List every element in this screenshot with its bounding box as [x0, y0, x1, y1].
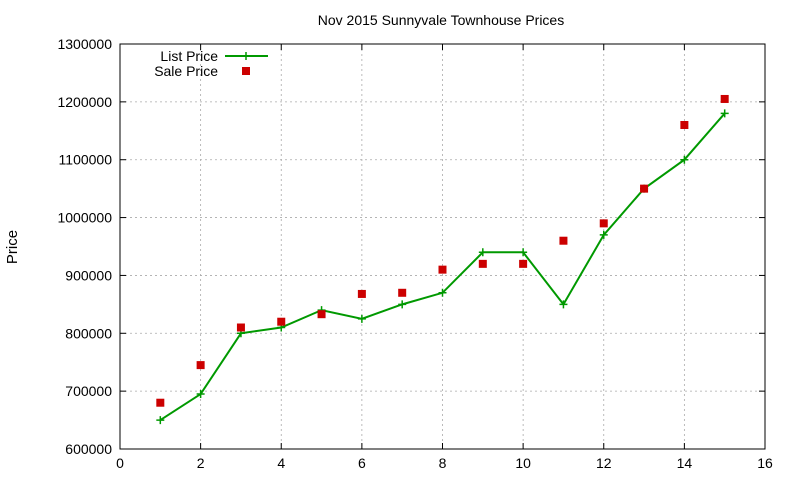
grid [120, 44, 765, 449]
list-price-point [156, 416, 165, 425]
sale-price-point [156, 398, 165, 407]
y-tick-label: 700000 [65, 383, 112, 399]
legend-label-sale-price: Sale Price [154, 63, 218, 79]
list-price-point [519, 248, 528, 257]
sale-price-point [398, 288, 407, 297]
sale-price-point [357, 289, 366, 298]
y-tick-label: 1100000 [59, 152, 113, 168]
x-tick-label: 4 [277, 455, 285, 471]
x-tick-label: 16 [757, 455, 773, 471]
list-price-point [559, 300, 568, 309]
legend-marker-sale-price [242, 67, 250, 75]
y-tick-label: 900000 [65, 267, 112, 283]
sale-price-point [438, 265, 447, 274]
list-price-point [196, 390, 205, 399]
legend-marker-list-price [242, 52, 250, 60]
sale-price-point [680, 121, 689, 129]
sale-price-point [317, 310, 326, 319]
list-price-point [680, 155, 689, 164]
y-tick-label: 1200000 [57, 94, 112, 110]
list-price-point [438, 288, 447, 297]
sale-price-point [599, 219, 608, 228]
y-tick-label: 600000 [65, 441, 112, 457]
list-price-point [599, 230, 608, 239]
sale-price-point [720, 94, 729, 103]
y-tick-label: 1000000 [57, 210, 112, 226]
x-tick-label: 8 [439, 455, 447, 471]
sale-price-point [519, 259, 528, 268]
list-price-point [398, 300, 407, 309]
x-tick-label: 2 [197, 455, 205, 471]
sale-price-point [559, 236, 568, 245]
list-price-point [357, 314, 366, 323]
legend: List Price Sale Price [154, 48, 268, 79]
x-tick-label: 6 [358, 455, 366, 471]
y-tick-label: 800000 [65, 325, 112, 341]
y-axis-title: Price [4, 230, 21, 264]
sale-price-point [236, 323, 245, 332]
y-tick-label: 1300000 [57, 36, 112, 52]
chart-title: Nov 2015 Sunnyvale Townhouse Prices [318, 12, 564, 28]
x-tick-label: 14 [677, 455, 693, 471]
sale-price-point [196, 361, 205, 370]
sale-price-point [640, 184, 649, 193]
legend-label-list-price: List Price [160, 48, 218, 64]
sale-price-point [277, 317, 286, 326]
list-price-point [720, 109, 729, 118]
list-price-point [478, 248, 487, 257]
x-tick-label: 0 [116, 455, 124, 471]
x-tick-label: 10 [515, 455, 531, 471]
sale-price-point [478, 259, 487, 268]
x-tick-label: 12 [596, 455, 612, 471]
series [156, 94, 729, 425]
axes: 0 2 4 6 8 10 12 14 16 600000 700000 800000 900000 100… [57, 36, 773, 471]
